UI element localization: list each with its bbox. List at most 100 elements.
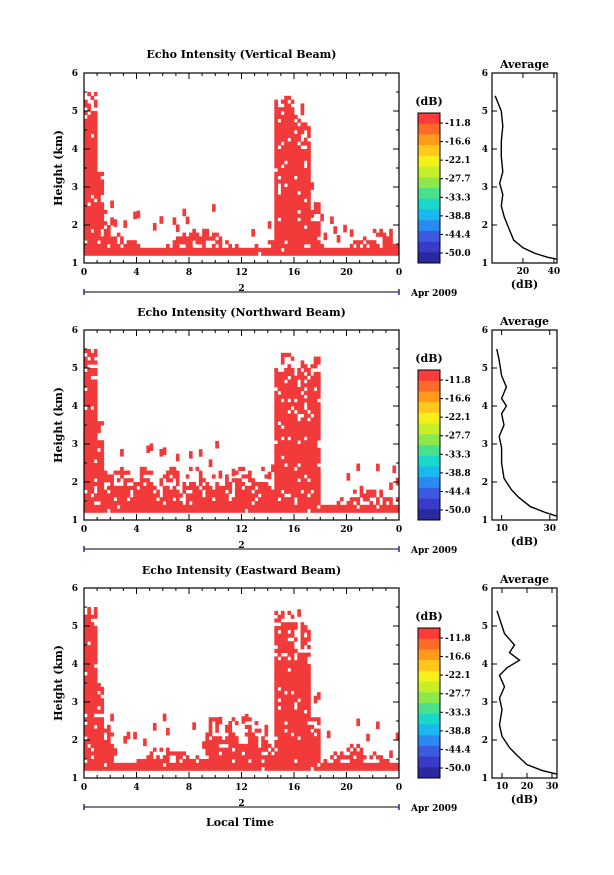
heatmap-cell <box>280 375 285 380</box>
heatmap-cell <box>310 455 315 460</box>
heatmap-cell <box>100 762 105 767</box>
heatmap-cell <box>376 762 380 767</box>
heatmap-cell <box>310 451 315 456</box>
heatmap-cell <box>277 156 282 161</box>
heatmap-cell <box>271 747 275 752</box>
heatmap-cell <box>84 444 88 449</box>
colorbar-swatch <box>418 252 440 264</box>
heatmap-cell <box>379 508 383 513</box>
heatmap-cell <box>234 493 239 498</box>
heatmap-cell <box>106 747 111 752</box>
heatmap-cell <box>287 114 292 119</box>
colorbar-label: -22.1 <box>445 413 471 423</box>
heatmap-cell <box>343 224 347 233</box>
heatmap-cell <box>303 251 308 256</box>
heatmap-cell <box>116 247 121 252</box>
heatmap-cell <box>303 451 308 456</box>
heatmap-cell <box>316 482 321 487</box>
heatmap-cell <box>307 717 311 722</box>
heatmap-cell <box>303 126 308 131</box>
heatmap-cell <box>277 633 282 638</box>
heatmap-cell <box>307 398 311 403</box>
heatmap-cell <box>274 683 278 688</box>
heatmap-cell <box>93 721 98 726</box>
heatmap-cell <box>218 508 223 513</box>
heatmap-cell <box>280 152 285 157</box>
heatmap-cell <box>316 225 321 230</box>
heatmap-cell <box>280 145 285 150</box>
heatmap-cell <box>379 759 383 764</box>
heatmap-cell <box>346 504 351 509</box>
heatmap-cell <box>307 690 311 695</box>
heatmap-cell <box>280 459 285 464</box>
heatmap-cell <box>280 187 285 192</box>
heatmap-cell <box>313 383 318 388</box>
heatmap-cell <box>97 743 101 748</box>
heatmap-cell <box>290 501 295 506</box>
heatmap-cell <box>277 394 282 399</box>
heatmap-cell <box>228 751 233 756</box>
heatmap-cell <box>303 743 308 748</box>
heatmap-cell <box>316 721 321 726</box>
heatmap-cell <box>280 755 285 760</box>
heatmap-cell <box>208 721 213 726</box>
heatmap-cell <box>90 713 95 718</box>
heatmap-cell <box>313 379 318 384</box>
heatmap-cell <box>320 247 324 252</box>
heatmap-cell <box>310 447 315 452</box>
heatmap-cell <box>277 626 282 631</box>
heatmap-cell <box>307 455 311 460</box>
heatmap-cell <box>290 213 295 218</box>
heatmap-cell <box>257 755 262 760</box>
heatmap-cell <box>284 149 288 154</box>
heatmap-cell <box>297 724 301 729</box>
heatmap-cell <box>87 171 91 176</box>
heatmap-cell <box>300 698 305 703</box>
heatmap-cell <box>300 485 305 490</box>
heatmap-cell <box>87 236 91 241</box>
heatmap-cell <box>290 679 295 684</box>
heatmap-cell <box>93 103 98 108</box>
heatmap-cell <box>244 489 249 494</box>
heatmap-cell <box>284 648 288 653</box>
heatmap-cell <box>116 501 121 506</box>
heatmap-cell <box>274 375 278 380</box>
heatmap-cell <box>110 489 114 494</box>
heatmap-cell <box>274 198 278 203</box>
heatmap-cell <box>290 667 295 672</box>
heatmap-cell <box>274 206 278 211</box>
heatmap-cell <box>215 721 219 726</box>
heatmap-cell <box>90 387 95 392</box>
heatmap-cell <box>179 251 183 256</box>
heatmap-cell <box>300 633 305 638</box>
profile-x-label: (dB) <box>511 793 538 806</box>
heatmap-cell <box>274 759 278 764</box>
heatmap-cell <box>339 251 344 256</box>
heatmap-cell <box>307 402 311 407</box>
heatmap-cell <box>90 463 95 468</box>
x-tick-label: 16 <box>288 525 301 535</box>
heatmap-cell <box>120 448 124 457</box>
heatmap-cell <box>300 421 305 426</box>
heatmap-cell <box>93 156 98 161</box>
heatmap-cell <box>90 122 95 127</box>
heatmap-cell <box>93 428 98 433</box>
heatmap-cell <box>221 497 226 502</box>
profile-y-tick-label: 5 <box>482 107 488 117</box>
heatmap-cell <box>287 190 292 195</box>
heatmap-cell <box>90 702 95 707</box>
heatmap-cell <box>185 236 190 241</box>
heatmap-cell <box>100 240 105 245</box>
heatmap-cell <box>307 633 311 638</box>
heatmap-cell <box>97 497 101 502</box>
heatmap-cell <box>274 103 278 108</box>
heatmap-cell <box>303 759 308 764</box>
heatmap-cell <box>149 470 154 475</box>
heatmap-cell <box>93 141 98 146</box>
profile-y-tick-label: 6 <box>482 326 488 336</box>
heatmap-cell <box>290 466 295 471</box>
heatmap-cell <box>254 759 259 764</box>
heatmap-cell <box>93 740 98 745</box>
colorbar-swatch <box>418 209 440 221</box>
heatmap-cell <box>195 251 200 256</box>
